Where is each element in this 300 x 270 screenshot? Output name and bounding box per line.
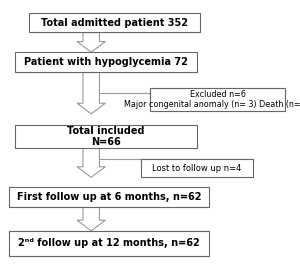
FancyBboxPatch shape — [150, 88, 285, 110]
FancyBboxPatch shape — [9, 187, 209, 207]
Text: Excluded n=6
Major congenital anomaly (n= 3) Death (n= 3): Excluded n=6 Major congenital anomaly (n… — [124, 90, 300, 109]
FancyBboxPatch shape — [29, 13, 200, 32]
Text: First follow up at 6 months, n=62: First follow up at 6 months, n=62 — [16, 192, 201, 202]
Text: Total included
N=66: Total included N=66 — [67, 126, 145, 147]
Polygon shape — [77, 72, 105, 114]
Text: 2ⁿᵈ follow up at 12 months, n=62: 2ⁿᵈ follow up at 12 months, n=62 — [18, 238, 200, 248]
FancyBboxPatch shape — [141, 160, 253, 177]
Text: Patient with hypoglycemia 72: Patient with hypoglycemia 72 — [24, 57, 188, 67]
FancyBboxPatch shape — [9, 231, 209, 256]
Polygon shape — [77, 33, 105, 52]
Polygon shape — [77, 147, 105, 177]
FancyBboxPatch shape — [15, 125, 197, 148]
Text: Lost to follow up n=4: Lost to follow up n=4 — [152, 164, 242, 173]
Polygon shape — [77, 207, 105, 231]
Text: Total admitted patient 352: Total admitted patient 352 — [41, 18, 188, 28]
FancyBboxPatch shape — [15, 52, 197, 72]
